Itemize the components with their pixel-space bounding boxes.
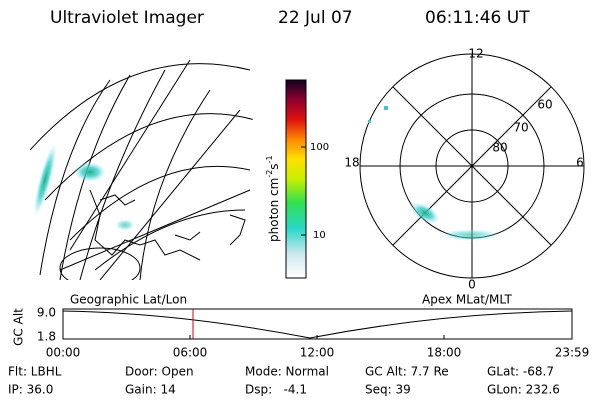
lat-label: 60	[537, 98, 552, 112]
colorbar-tick-label: 100	[310, 142, 329, 153]
x-tick-label: 00:00	[46, 346, 81, 360]
altitude-curve	[62, 310, 573, 339]
mlt-label: 0	[468, 278, 476, 292]
colorbar-label: photon cm-2s-1	[265, 155, 281, 242]
x-tick-label: 06:00	[173, 346, 208, 360]
status-field: Gain: 14	[125, 383, 176, 397]
status-field: GLon: 232.6	[487, 383, 560, 397]
status-field: IP: 36.0	[8, 383, 53, 397]
polar-plot	[359, 53, 585, 279]
title: Ultraviolet Imager	[50, 8, 204, 28]
x-tick-label: 18:00	[427, 346, 462, 360]
status-panel: Flt: LBHL Door: Open Mode: Normal GC Alt: 7…	[8, 365, 560, 397]
plot-title: Geographic Lat/Lon	[70, 293, 187, 307]
geographic-map	[30, 59, 256, 280]
lat-label: 70	[513, 121, 528, 135]
plot-frame	[62, 308, 573, 340]
plot-title: Apex MLat/MLT	[422, 293, 512, 307]
status-field: Flt: LBHL	[8, 365, 62, 379]
status-field: GLat: -68.7	[487, 365, 554, 379]
y-axis-label: GC Alt	[12, 308, 26, 346]
status-field: Mode: Normal	[245, 365, 329, 379]
x-tick-label: 12:00	[300, 346, 335, 360]
x-ticks	[189, 335, 445, 339]
status-field: Door: Open	[125, 365, 194, 379]
time: 06:11:46 UT	[425, 8, 530, 28]
label-exp: -1	[265, 155, 274, 163]
mlt-label: 6	[576, 156, 584, 170]
status-field: GC Alt: 7.7 Re	[365, 365, 449, 379]
x-tick-label: 23:59	[555, 346, 590, 360]
colorbar-tick-label: 10	[313, 230, 326, 241]
label-exp: -2	[265, 170, 274, 178]
mlt-label: 12	[468, 47, 483, 61]
status-field: Dsp: -4.1	[245, 383, 307, 397]
colorbar	[285, 79, 307, 279]
date: 22 Jul 07	[278, 8, 353, 28]
lat-label: 80	[492, 141, 507, 155]
mlt-label: 18	[344, 156, 359, 170]
label-text: photon cm	[267, 178, 281, 242]
y-tick-label: 1.8	[37, 330, 56, 344]
status-field: Seq: 39	[365, 383, 411, 397]
y-tick-label: 9.0	[37, 306, 56, 320]
label-text: s	[267, 163, 281, 169]
